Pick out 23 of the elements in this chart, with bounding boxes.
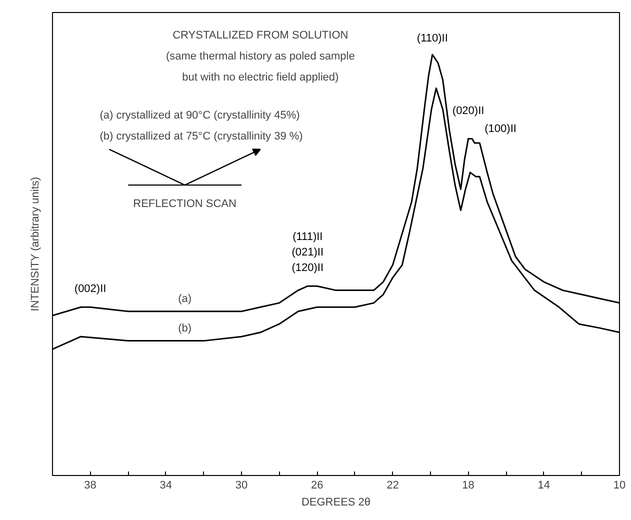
annotation: (020)II <box>452 104 484 117</box>
annotation: (a) crystallized at 90°C (crystallinity 45%) <box>100 110 300 122</box>
annotation: (b) crystallized at 75°C (crystallinity 39 %) <box>100 130 303 143</box>
x-tick-label: 26 <box>310 480 324 492</box>
annotation: REFLECTION SCAN <box>133 198 236 210</box>
series-label: (a) <box>178 293 192 306</box>
x-tick-label: 38 <box>84 480 96 492</box>
annotation: but with no electric field applied) <box>182 72 339 84</box>
annotation: (002)II <box>74 283 106 296</box>
x-tick-label: 10 <box>613 480 626 492</box>
chart-title: CRYSTALLIZED FROM SOLUTION <box>172 30 348 42</box>
x-tick-label: 18 <box>462 480 474 492</box>
x-tick-label: 30 <box>235 480 248 492</box>
y-axis-title: INTENSITY (arbitrary units) <box>30 176 42 312</box>
annotation: (111)II (021)II (120)II <box>292 230 324 274</box>
x-axis-title: DEGREES 2θ <box>301 496 371 508</box>
annotation: (same thermal history as poled sample <box>166 50 355 63</box>
x-tick-label: 14 <box>538 480 550 492</box>
series-label: (b) <box>178 322 192 334</box>
annotation: (100)II <box>484 122 516 135</box>
annotation: (110)II <box>416 32 448 45</box>
x-tick-label: 34 <box>160 480 172 492</box>
x-tick-label: 22 <box>386 480 399 492</box>
